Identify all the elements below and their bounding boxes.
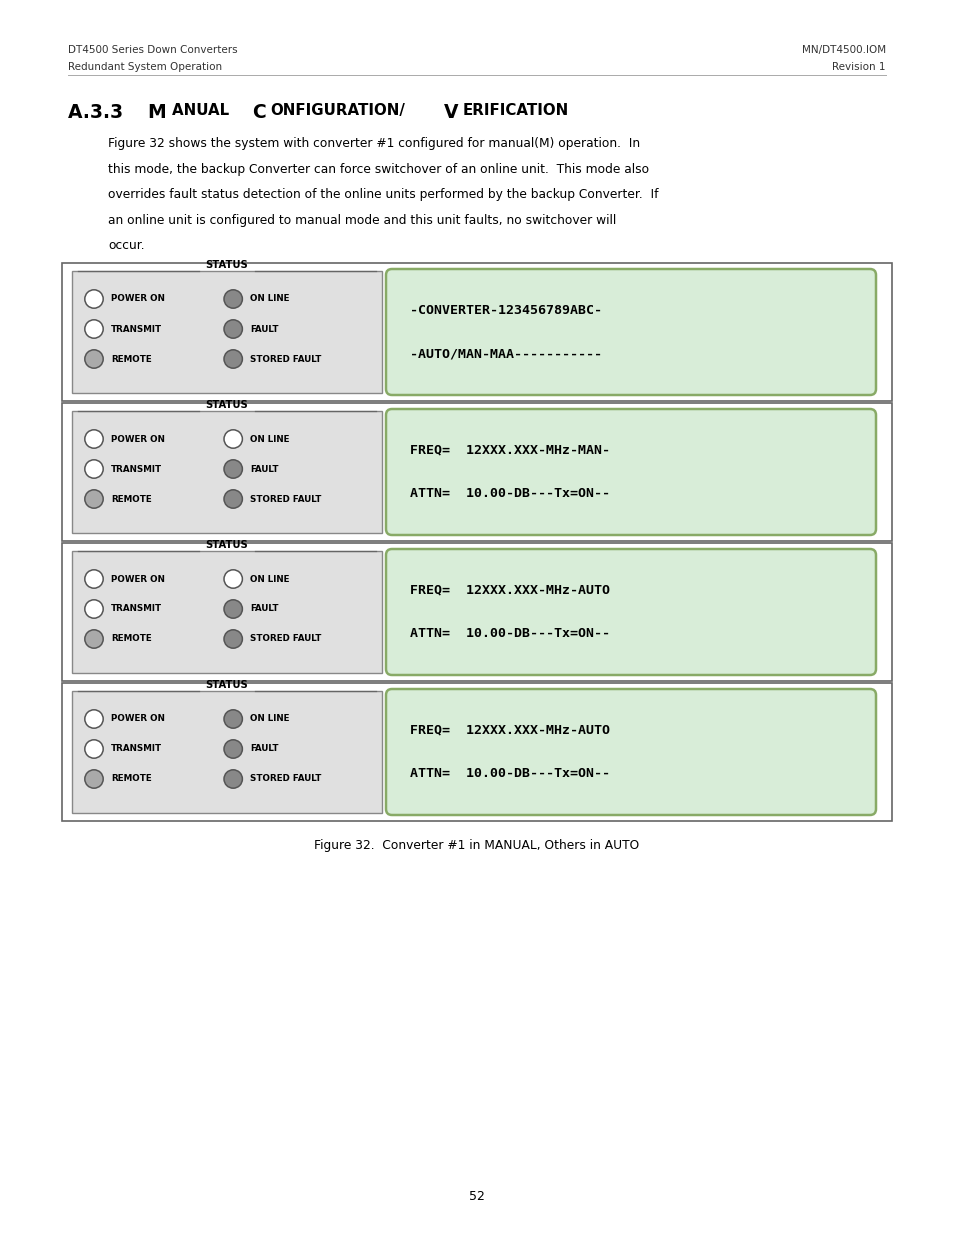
Text: STATUS: STATUS — [206, 680, 248, 690]
Text: ERIFICATION: ERIFICATION — [462, 103, 568, 119]
Text: STATUS: STATUS — [206, 261, 248, 270]
Circle shape — [85, 490, 103, 508]
FancyBboxPatch shape — [62, 263, 891, 401]
FancyBboxPatch shape — [386, 550, 875, 676]
Text: ON LINE: ON LINE — [250, 294, 290, 304]
Text: -CONVERTER-123456789ABC-: -CONVERTER-123456789ABC- — [410, 304, 601, 316]
Text: FAULT: FAULT — [250, 745, 278, 753]
Circle shape — [85, 740, 103, 758]
FancyBboxPatch shape — [71, 551, 381, 673]
Text: ONFIGURATION/: ONFIGURATION/ — [270, 103, 404, 119]
Text: TRANSMIT: TRANSMIT — [111, 325, 162, 333]
Text: ATTN=  10.00-DB---Tx=ON--: ATTN= 10.00-DB---Tx=ON-- — [410, 488, 609, 500]
Circle shape — [224, 350, 242, 368]
Text: FAULT: FAULT — [250, 325, 278, 333]
FancyBboxPatch shape — [62, 683, 891, 821]
Circle shape — [85, 290, 103, 309]
Text: DT4500 Series Down Converters: DT4500 Series Down Converters — [68, 44, 237, 56]
FancyBboxPatch shape — [386, 689, 875, 815]
Text: FREQ=  12XXX.XXX-MHz-MAN-: FREQ= 12XXX.XXX-MHz-MAN- — [410, 443, 609, 457]
Circle shape — [224, 630, 242, 648]
Text: STORED FAULT: STORED FAULT — [250, 774, 321, 783]
Text: STATUS: STATUS — [206, 400, 248, 410]
Text: MN/DT4500.IOM: MN/DT4500.IOM — [801, 44, 885, 56]
Text: STATUS: STATUS — [206, 540, 248, 550]
Circle shape — [224, 569, 242, 588]
Text: TRANSMIT: TRANSMIT — [111, 745, 162, 753]
Text: REMOTE: REMOTE — [111, 635, 152, 643]
Text: STORED FAULT: STORED FAULT — [250, 635, 321, 643]
Text: POWER ON: POWER ON — [111, 435, 165, 443]
Circle shape — [224, 740, 242, 758]
Text: ATTN=  10.00-DB---Tx=ON--: ATTN= 10.00-DB---Tx=ON-- — [410, 767, 609, 781]
Circle shape — [224, 320, 242, 338]
Text: an online unit is configured to manual mode and this unit faults, no switchover : an online unit is configured to manual m… — [108, 214, 616, 226]
Circle shape — [85, 459, 103, 478]
Text: FREQ=  12XXX.XXX-MHz-AUTO: FREQ= 12XXX.XXX-MHz-AUTO — [410, 724, 609, 736]
Text: Revision 1: Revision 1 — [832, 62, 885, 72]
Circle shape — [224, 490, 242, 508]
Text: FAULT: FAULT — [250, 604, 278, 614]
Text: REMOTE: REMOTE — [111, 774, 152, 783]
Circle shape — [85, 569, 103, 588]
Circle shape — [224, 769, 242, 788]
Text: -AUTO/MAN-MAA-----------: -AUTO/MAN-MAA----------- — [410, 347, 601, 361]
FancyBboxPatch shape — [62, 403, 891, 541]
FancyBboxPatch shape — [71, 411, 381, 534]
Circle shape — [224, 600, 242, 619]
Circle shape — [224, 290, 242, 309]
Text: ON LINE: ON LINE — [250, 435, 290, 443]
Circle shape — [85, 769, 103, 788]
Text: A.3.3: A.3.3 — [68, 103, 130, 122]
Circle shape — [85, 600, 103, 619]
Circle shape — [85, 320, 103, 338]
Text: C: C — [252, 103, 266, 122]
Text: FAULT: FAULT — [250, 464, 278, 473]
Circle shape — [224, 430, 242, 448]
Text: Figure 32 shows the system with converter #1 configured for manual(M) operation.: Figure 32 shows the system with converte… — [108, 137, 639, 149]
FancyBboxPatch shape — [62, 543, 891, 680]
Text: M: M — [148, 103, 166, 122]
Text: POWER ON: POWER ON — [111, 715, 165, 724]
Text: REMOTE: REMOTE — [111, 354, 152, 363]
Text: V: V — [443, 103, 458, 122]
Text: Figure 32.  Converter #1 in MANUAL, Others in AUTO: Figure 32. Converter #1 in MANUAL, Other… — [314, 839, 639, 852]
Circle shape — [85, 350, 103, 368]
Text: STORED FAULT: STORED FAULT — [250, 494, 321, 504]
Circle shape — [224, 710, 242, 729]
Text: 52: 52 — [469, 1191, 484, 1203]
FancyBboxPatch shape — [71, 270, 381, 393]
Circle shape — [85, 630, 103, 648]
Text: ON LINE: ON LINE — [250, 574, 290, 583]
Text: REMOTE: REMOTE — [111, 494, 152, 504]
Text: Redundant System Operation: Redundant System Operation — [68, 62, 222, 72]
Circle shape — [224, 459, 242, 478]
FancyBboxPatch shape — [386, 269, 875, 395]
FancyBboxPatch shape — [71, 692, 381, 813]
Circle shape — [85, 430, 103, 448]
Text: ATTN=  10.00-DB---Tx=ON--: ATTN= 10.00-DB---Tx=ON-- — [410, 627, 609, 641]
Text: FREQ=  12XXX.XXX-MHz-AUTO: FREQ= 12XXX.XXX-MHz-AUTO — [410, 583, 609, 597]
Circle shape — [85, 710, 103, 729]
Text: TRANSMIT: TRANSMIT — [111, 604, 162, 614]
Text: TRANSMIT: TRANSMIT — [111, 464, 162, 473]
Text: POWER ON: POWER ON — [111, 574, 165, 583]
FancyBboxPatch shape — [386, 409, 875, 535]
Text: this mode, the backup Converter can force switchover of an online unit.  This mo: this mode, the backup Converter can forc… — [108, 163, 648, 175]
Text: POWER ON: POWER ON — [111, 294, 165, 304]
Text: STORED FAULT: STORED FAULT — [250, 354, 321, 363]
Text: ON LINE: ON LINE — [250, 715, 290, 724]
Text: ANUAL: ANUAL — [172, 103, 233, 119]
Text: occur.: occur. — [108, 240, 145, 252]
Text: overrides fault status detection of the online units performed by the backup Con: overrides fault status detection of the … — [108, 188, 658, 201]
